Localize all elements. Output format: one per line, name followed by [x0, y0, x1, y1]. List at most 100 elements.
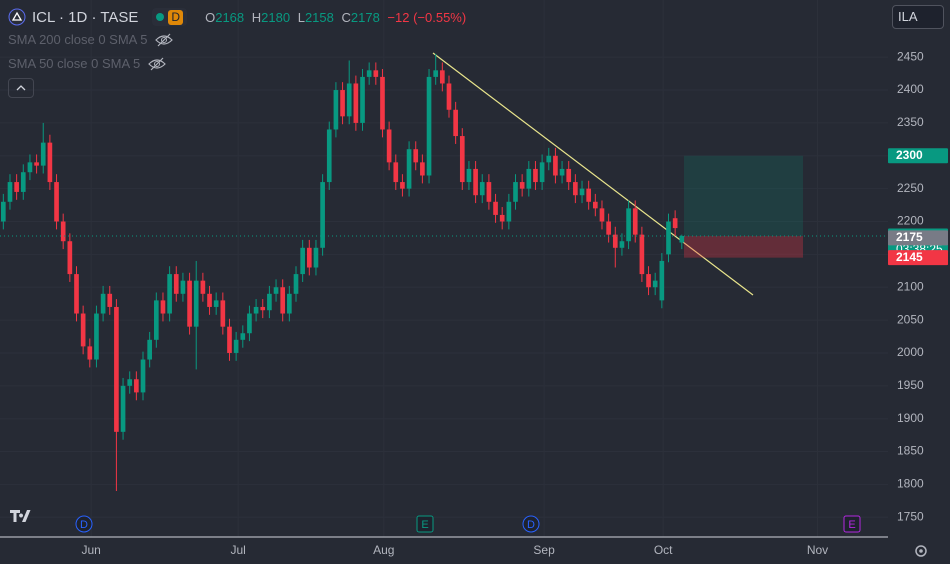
- candle-body: [386, 129, 392, 163]
- ohlc-key: C: [341, 9, 351, 25]
- collapse-button[interactable]: [8, 78, 34, 98]
- candle-body: [519, 182, 525, 189]
- candle-body: [639, 234, 645, 275]
- candle-body: [247, 313, 252, 334]
- candle-body: [606, 221, 611, 235]
- candle-body: [7, 182, 13, 202]
- candle-body: [220, 300, 226, 327]
- candle-body: [54, 182, 59, 222]
- candle-body: [413, 149, 419, 163]
- candle-body: [333, 90, 339, 130]
- candle-body: [526, 168, 532, 189]
- candle-body: [80, 313, 86, 347]
- candle-body: [559, 168, 565, 176]
- candle-body: [260, 306, 266, 311]
- hidden-icon[interactable]: [155, 33, 174, 47]
- indicator-name[interactable]: SMA 200 close 0 SMA 5: [8, 32, 148, 47]
- candle-body: [546, 155, 552, 163]
- legend-header: ICL · 1D · TASE D O2168 H2180 L2158 C217…: [8, 7, 466, 27]
- candle-body: [300, 247, 305, 275]
- candle-body: [127, 379, 133, 386]
- settings-icon[interactable]: [915, 545, 927, 557]
- candle-body: [513, 182, 518, 202]
- x-tick-label: Jun: [81, 543, 100, 557]
- candle-body: [612, 234, 618, 248]
- candle-body: [393, 162, 399, 183]
- indicator-legend: SMA 50 close 0 SMA 5: [8, 56, 167, 71]
- event-marker[interactable]: D: [75, 515, 93, 533]
- candle-body: [586, 188, 592, 202]
- currency-button[interactable]: ILA: [892, 5, 944, 29]
- event-marker[interactable]: E: [416, 515, 434, 533]
- event-marker[interactable]: D: [522, 515, 540, 533]
- y-tick-label: 1800: [897, 477, 924, 491]
- candle-body: [666, 221, 671, 255]
- event-label: D: [80, 519, 88, 531]
- candle-body: [94, 313, 99, 360]
- candle-body: [173, 274, 179, 294]
- event-label: E: [848, 519, 855, 531]
- candle-body: [74, 274, 79, 314]
- candle-body: [233, 339, 239, 353]
- ohlc-key: H: [251, 9, 262, 25]
- x-tick-label: Oct: [654, 543, 673, 557]
- event-marker[interactable]: E: [843, 515, 861, 533]
- candle-body: [446, 83, 452, 110]
- candle-body: [20, 172, 26, 192]
- candle-body: [200, 280, 206, 294]
- candle-body: [652, 280, 658, 288]
- candle-body: [326, 129, 332, 183]
- candle-body: [14, 182, 19, 192]
- candle-body: [313, 247, 319, 268]
- candle-body: [27, 162, 33, 173]
- symbol[interactable]: ICL · 1D · TASE: [32, 8, 139, 26]
- candle-body: [373, 70, 379, 77]
- candle-body: [426, 76, 432, 176]
- tv-logo: [10, 510, 31, 522]
- y-tick-label: 1750: [897, 509, 924, 523]
- candle-body: [466, 168, 472, 183]
- candle-body: [87, 346, 93, 360]
- x-tick-label: Jul: [230, 543, 245, 557]
- change: −12 (−0.55%): [387, 9, 467, 25]
- candle-body: [346, 83, 352, 117]
- candle-body: [40, 142, 46, 166]
- candle-body: [253, 306, 259, 314]
- status-dot: [156, 13, 165, 21]
- indicator-name[interactable]: SMA 50 close 0 SMA 5: [8, 56, 141, 71]
- candle-body: [599, 208, 605, 222]
- candle-body: [420, 162, 425, 176]
- candle-body: [573, 182, 578, 196]
- trend-line[interactable]: [432, 52, 754, 296]
- candle-body: [499, 214, 505, 222]
- candle-body: [486, 182, 492, 202]
- candle-body: [147, 339, 152, 360]
- candle-body: [366, 70, 372, 77]
- candle-body: [493, 201, 498, 215]
- y-tick-label: 2200: [897, 214, 924, 228]
- hidden-icon[interactable]: [148, 57, 167, 71]
- candle-body: [459, 136, 465, 183]
- ohlc-key: O: [205, 9, 216, 25]
- candle-body: [287, 293, 292, 314]
- candle-body: [533, 168, 538, 183]
- candle-body: [67, 241, 73, 275]
- candle-body: [433, 70, 439, 77]
- candle-body: [646, 274, 651, 288]
- candle-body: [473, 168, 478, 196]
- candle-body: [353, 83, 359, 123]
- candle-body: [566, 168, 572, 183]
- y-tick-label: 2250: [897, 181, 924, 195]
- candle-body: [539, 162, 545, 183]
- price-badge-label: 2300: [896, 148, 923, 162]
- candle-body: [207, 293, 212, 307]
- candle-body: [619, 241, 625, 248]
- candle-body: [440, 70, 445, 84]
- candle-body: [306, 247, 312, 268]
- candle-body: [107, 293, 113, 307]
- candle-body: [553, 155, 558, 176]
- price-badge: [888, 230, 948, 246]
- target-zone: [684, 155, 803, 236]
